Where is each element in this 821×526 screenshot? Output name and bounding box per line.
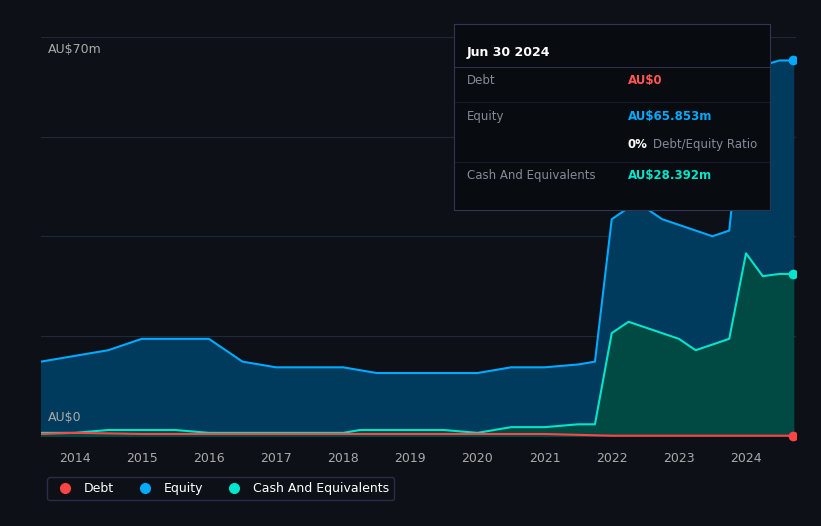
Text: AU$0: AU$0 bbox=[628, 74, 663, 87]
Text: Debt/Equity Ratio: Debt/Equity Ratio bbox=[654, 138, 758, 150]
Legend: Debt, Equity, Cash And Equivalents: Debt, Equity, Cash And Equivalents bbox=[48, 477, 394, 500]
Text: AU$28.392m: AU$28.392m bbox=[628, 169, 712, 183]
Text: AU$70m: AU$70m bbox=[48, 43, 102, 56]
Text: Debt: Debt bbox=[466, 74, 495, 87]
Text: Jun 30 2024: Jun 30 2024 bbox=[466, 46, 550, 59]
Text: 0%: 0% bbox=[628, 138, 648, 150]
Text: AU$65.853m: AU$65.853m bbox=[628, 109, 713, 123]
Text: Equity: Equity bbox=[466, 109, 504, 123]
Text: AU$0: AU$0 bbox=[48, 411, 81, 424]
Text: Cash And Equivalents: Cash And Equivalents bbox=[466, 169, 595, 183]
